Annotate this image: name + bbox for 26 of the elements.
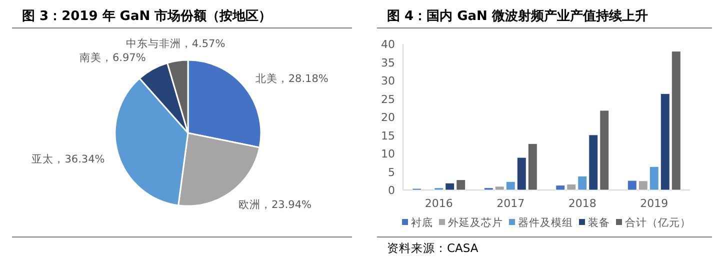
x-tick-label: 2019 — [640, 197, 668, 210]
legend-label: 合计（亿元） — [625, 216, 691, 229]
y-tick-label: 25 — [381, 92, 395, 106]
slice-label: 欧洲，23.94% — [238, 198, 312, 211]
x-tick-label: 2017 — [496, 197, 525, 210]
legend-label: 装备 — [588, 216, 610, 229]
text: 资料来源：CASA — [387, 241, 478, 255]
x-tick-label: 2018 — [568, 197, 596, 210]
legend-label: 外延及芯片 — [448, 216, 503, 229]
x-tick-label: 2016 — [424, 197, 453, 210]
y-tick-label: 35 — [381, 56, 395, 70]
y-tick-label: 20 — [381, 111, 395, 124]
y-tick-label: 10 — [381, 148, 395, 160]
slice-label: 亚太，36.34% — [32, 152, 105, 166]
legend-label: 器件及模组 — [518, 217, 573, 229]
y-tick-label: 0 — [388, 184, 395, 197]
legend-label: 衬底 — [411, 216, 433, 229]
slice-label: 南美，6.97% — [79, 50, 146, 64]
slice-label: 中东与非洲，4.57% — [126, 36, 226, 50]
y-tick-label: 15 — [381, 129, 395, 142]
slice-label: 北美，28.18% — [255, 72, 328, 85]
chart-title: 图 3：2019 年 GaN 市场份额（按地区） — [22, 8, 272, 24]
y-tick-label: 40 — [381, 38, 395, 51]
y-tick-label: 5 — [388, 166, 395, 179]
chart-title: 图 4：国内 GaN 微波射频产业产值持续上升 — [387, 8, 648, 24]
y-tick-label: 30 — [381, 74, 395, 88]
